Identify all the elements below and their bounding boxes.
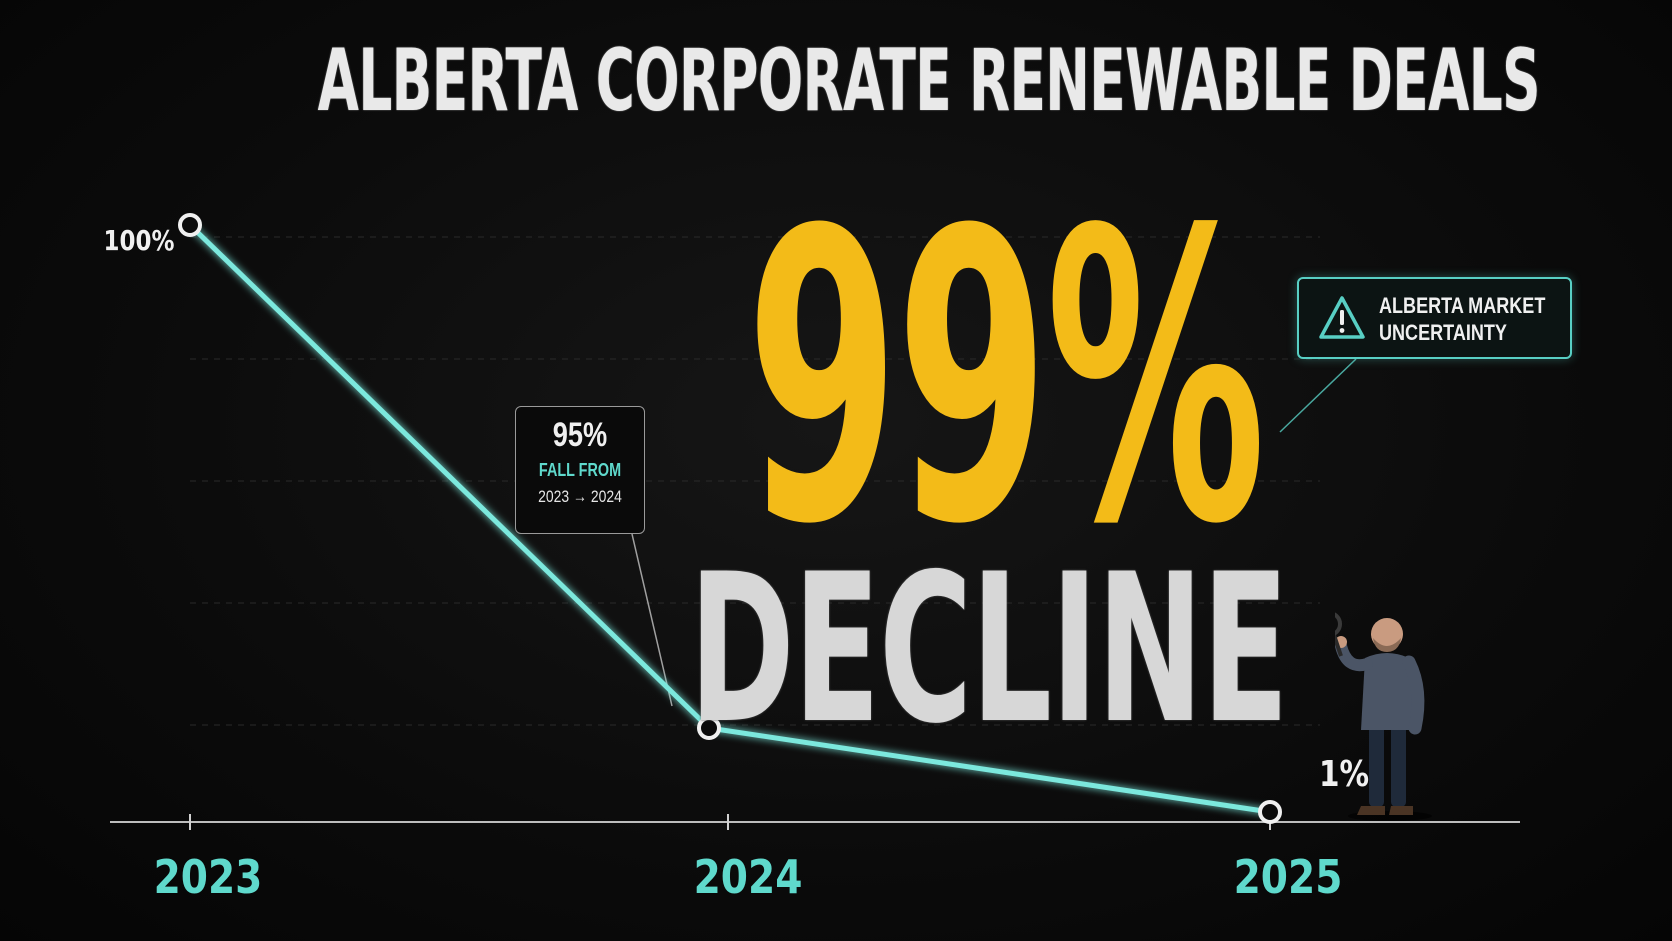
- x-tick-label: 2025: [1234, 851, 1343, 905]
- x-axis: [110, 814, 1520, 830]
- headline-percent: 99%: [746, 147, 1266, 612]
- headline-label: DECLINE: [689, 531, 1289, 769]
- fall-callout: 95% FALL FROM 2023 → 2024: [515, 406, 645, 534]
- data-label: 100%: [104, 225, 175, 258]
- chart-title: ALBERTA CORPORATE RENEWABLE DEALS: [317, 31, 1541, 131]
- data-labels: 100% 1%: [104, 225, 1370, 795]
- alert-line2: UNCERTAINTY: [1379, 320, 1507, 345]
- alert-connector: [1279, 358, 1357, 433]
- callout-value: 95%: [552, 416, 608, 454]
- data-label: 1%: [1319, 752, 1369, 795]
- data-point: [178, 213, 202, 237]
- callout-line1: FALL FROM: [538, 460, 622, 481]
- data-point: [697, 716, 721, 740]
- gridlines: [190, 236, 1320, 726]
- warning-triangle-icon: [1317, 293, 1367, 348]
- person-with-magnifier-illustration: [1335, 612, 1432, 821]
- x-tick-labels: 2023 2024 2025: [154, 851, 1343, 905]
- callout-connectors: [631, 358, 1357, 707]
- alert-badge: ALBERTA MARKET UNCERTAINTY: [1297, 277, 1572, 359]
- alert-line1: ALBERTA MARKET: [1379, 293, 1546, 318]
- callout-connector: [631, 533, 673, 707]
- data-point: [1258, 800, 1282, 824]
- callout-line2: 2023 → 2024: [538, 487, 622, 507]
- x-tick-label: 2024: [694, 851, 803, 905]
- x-tick-label: 2023: [154, 851, 263, 905]
- data-points: [178, 213, 1282, 824]
